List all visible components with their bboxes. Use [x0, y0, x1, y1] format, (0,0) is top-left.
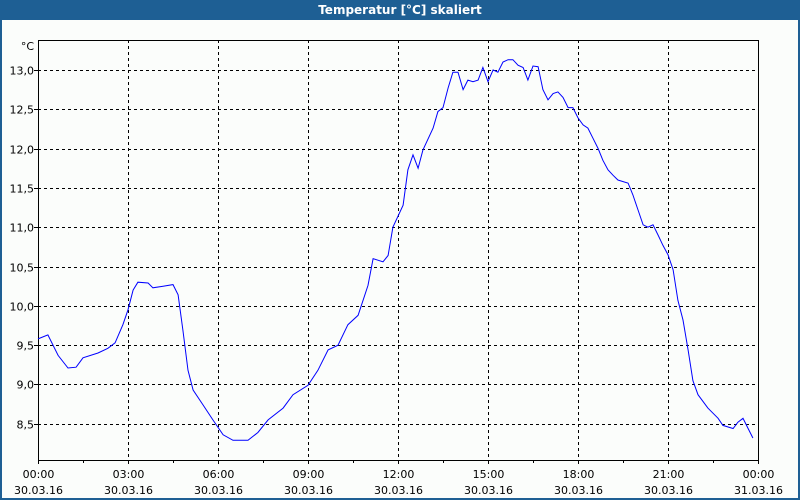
x-tick-date-label: 30.03.16 — [554, 484, 603, 497]
x-tick-date-label: 30.03.16 — [194, 484, 243, 497]
y-tick-label: 10,5 — [10, 262, 35, 275]
y-tick-label: 9,5 — [17, 340, 35, 353]
x-tick-time-label: 03:00 — [113, 468, 145, 481]
x-tick-date-label: 30.03.16 — [104, 484, 153, 497]
y-tick-label: 12,0 — [10, 144, 35, 157]
x-tick-date-label: 30.03.16 — [374, 484, 423, 497]
chart-window — [0, 20, 800, 500]
x-tick-time-label: 09:00 — [293, 468, 325, 481]
x-tick-time-label: 06:00 — [203, 468, 235, 481]
x-tick-time-label: 21:00 — [653, 468, 685, 481]
y-tick-label: 10,0 — [10, 301, 35, 314]
plot-frame — [38, 40, 759, 461]
x-tick-date-label: 31.03.16 — [734, 484, 783, 497]
y-tick-label: 12,5 — [10, 104, 35, 117]
x-tick-time-label: 00:00 — [743, 468, 775, 481]
y-tick-label: 8,5 — [17, 419, 35, 432]
x-tick-date-label: 30.03.16 — [14, 484, 63, 497]
y-tick-label: 9,0 — [17, 379, 35, 392]
y-tick-label: 11,0 — [10, 222, 35, 235]
x-tick-date-label: 30.03.16 — [644, 484, 693, 497]
x-tick-time-label: 12:00 — [383, 468, 415, 481]
temperature-series-line — [37, 59, 754, 441]
x-tick-time-label: 18:00 — [563, 468, 595, 481]
x-tick-date-label: 30.03.16 — [464, 484, 513, 497]
y-unit-label: °C — [21, 40, 35, 53]
x-tick-time-label: 15:00 — [473, 468, 505, 481]
y-tick-label: 13,0 — [10, 65, 35, 78]
x-tick-date-label: 30.03.16 — [284, 484, 333, 497]
y-tick-label: 11,5 — [10, 183, 35, 196]
window-title: Temperatur [°C] skaliert — [0, 0, 800, 20]
x-tick-time-label: 00:00 — [23, 468, 55, 481]
